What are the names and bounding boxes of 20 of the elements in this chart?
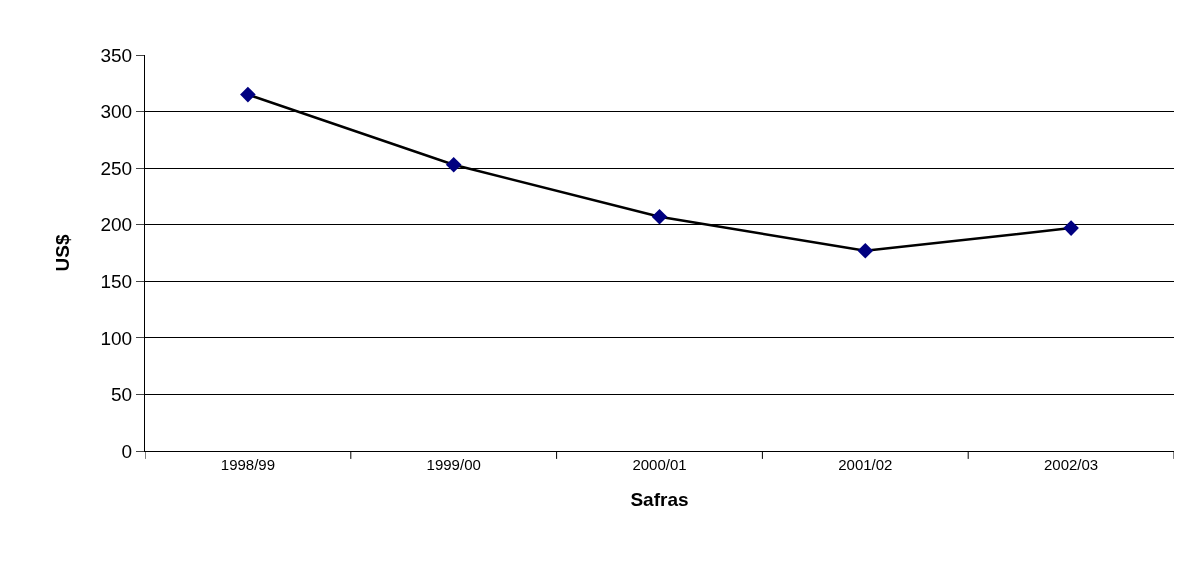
point <box>651 208 668 225</box>
y-tick-label: 200 <box>100 214 133 236</box>
point <box>445 156 462 173</box>
x-tick-label: 2000/01 <box>632 456 687 473</box>
point <box>1063 220 1079 236</box>
y-tick-label: 300 <box>100 101 133 123</box>
y-tick-label: 350 <box>100 44 133 66</box>
y-tick-label: 0 <box>121 440 133 462</box>
point <box>857 242 874 259</box>
point <box>240 86 256 103</box>
y-tick-label: 250 <box>100 157 133 179</box>
x-axis-title: Safras <box>630 488 689 510</box>
y-tick-label: 50 <box>111 384 133 406</box>
x-tick-label: 1999/00 <box>426 456 481 473</box>
x-tick-label: 1998/99 <box>220 456 276 473</box>
y-tick-label: 150 <box>100 270 133 292</box>
x-tick-label: 2002/03 <box>1043 456 1099 473</box>
y-axis-title: US$ <box>52 234 74 272</box>
y-tick-label: 100 <box>100 327 133 349</box>
x-tick-label: 2001/02 <box>838 456 893 473</box>
